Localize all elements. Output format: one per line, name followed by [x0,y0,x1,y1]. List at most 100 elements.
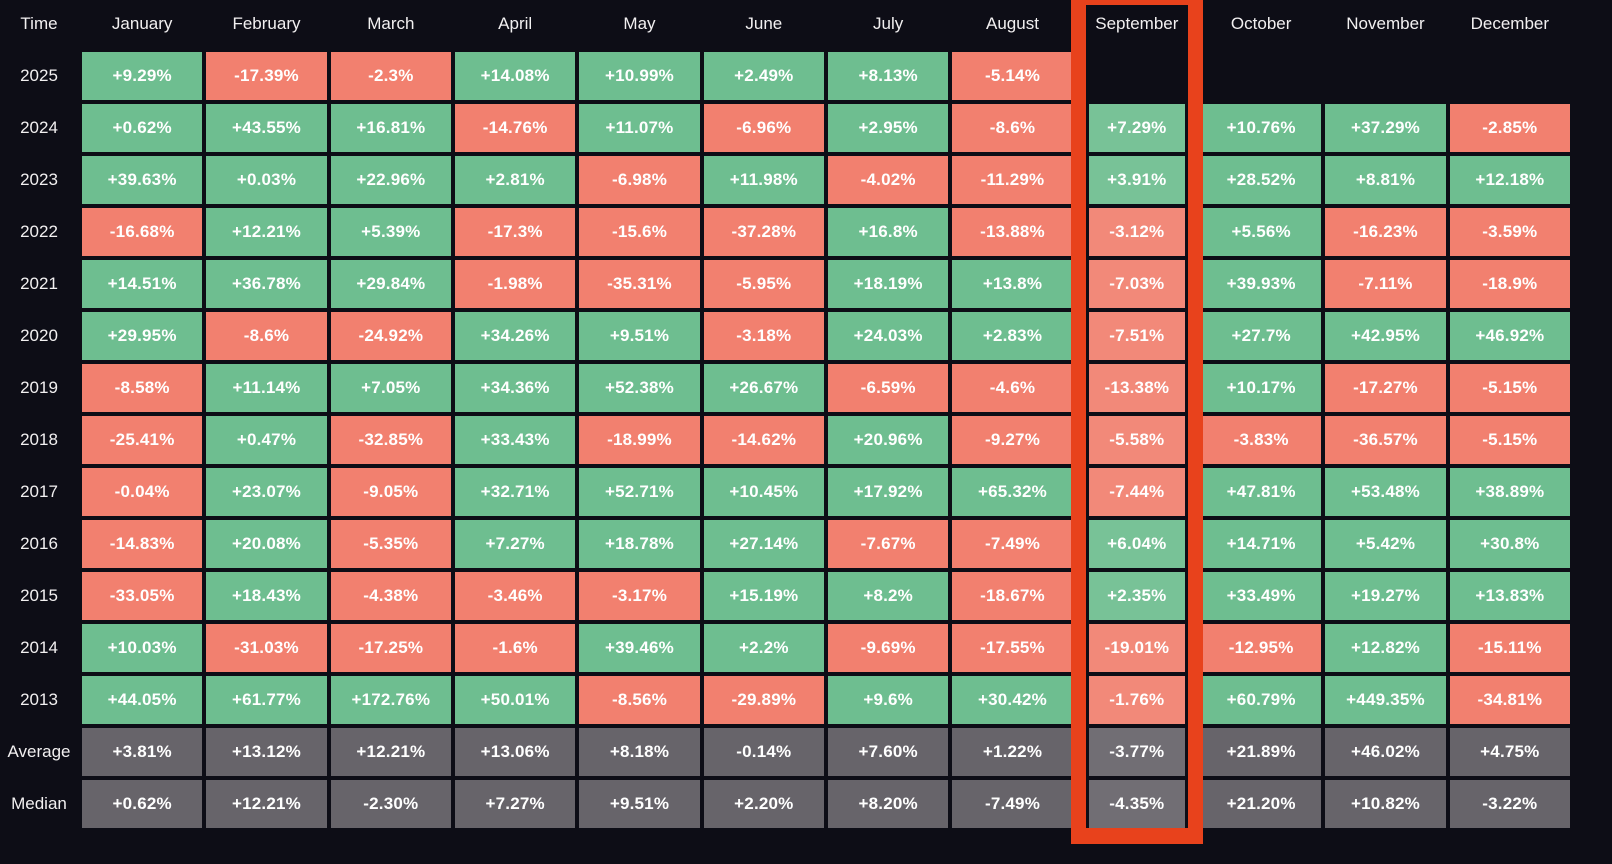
return-cell: -5.95% [703,260,824,308]
return-cell: +11.98% [703,156,824,204]
return-cell: -0.04% [82,468,203,516]
return-cell: +11.14% [206,364,327,412]
return-cell: +0.47% [206,416,327,464]
return-cell: +5.56% [1201,208,1322,256]
return-cell: -17.27% [1325,364,1446,412]
return-cell: +36.78% [206,260,327,308]
return-cell: +8.18% [579,728,700,776]
return-cell: +9.51% [579,780,700,828]
row-label-2016: 2016 [20,534,58,553]
return-cell: +7.27% [455,780,576,828]
return-cell: +50.01% [455,676,576,724]
row-label-2013: 2013 [20,690,58,709]
return-cell: -8.58% [82,364,203,412]
return-cell: +39.63% [82,156,203,204]
return-cell: +52.71% [579,468,700,516]
return-cell: -2.85% [1449,104,1570,152]
return-cell: -5.15% [1449,416,1570,464]
return-cell: -12.95% [1201,624,1322,672]
return-cell: -8.6% [952,104,1073,152]
return-cell: +8.2% [828,572,949,620]
return-cell: +28.52% [1201,156,1322,204]
return-cell: +2.2% [703,624,824,672]
return-cell: -9.27% [952,416,1073,464]
returns-table: Time January February March April May June July… [7,14,1570,828]
month-header-june: June [745,14,783,33]
return-cell: -37.28% [703,208,824,256]
row-label-2021: 2021 [20,274,58,293]
row-label-median: Median [11,794,67,813]
month-header-january: January [111,14,173,33]
month-header-february: February [232,14,301,33]
return-cell: -5.35% [330,520,451,568]
return-cell: +3.81% [82,728,203,776]
return-cell: +18.43% [206,572,327,620]
return-cell: +39.93% [1201,260,1322,308]
month-header-march: March [367,14,415,33]
return-cell: +23.07% [206,468,327,516]
return-cell: +32.71% [455,468,576,516]
row-label-2019: 2019 [20,378,58,397]
return-cell: -17.25% [330,624,451,672]
return-cell: -2.30% [330,780,451,828]
row-label-2020: 2020 [20,326,58,345]
return-cell: +2.20% [703,780,824,828]
return-cell: +7.60% [828,728,949,776]
return-cell: -19.01% [1088,624,1185,672]
return-cell: +10.76% [1201,104,1322,152]
month-header-april: April [498,14,533,33]
return-cell: -8.6% [206,312,327,360]
return-cell: +2.35% [1088,572,1185,620]
return-cell: -18.9% [1449,260,1570,308]
return-cell: +8.20% [828,780,949,828]
empty-cell [1325,52,1445,100]
return-cell: +27.14% [703,520,824,568]
return-cell: +0.62% [82,780,203,828]
return-cell: -7.03% [1088,260,1185,308]
return-cell: +42.95% [1325,312,1446,360]
return-cell: -7.49% [952,780,1073,828]
return-cell: +15.19% [703,572,824,620]
return-cell: +34.26% [455,312,576,360]
return-cell: -9.05% [330,468,451,516]
return-cell: +13.06% [455,728,576,776]
row-label-2025: 2025 [20,66,58,85]
return-cell: -15.11% [1449,624,1570,672]
return-cell: -2.3% [330,52,451,100]
month-header-august: August [986,14,1039,33]
return-cell: +14.08% [455,52,576,100]
return-cell: -3.46% [455,572,576,620]
return-cell: -7.44% [1088,468,1185,516]
return-cell: +19.27% [1325,572,1446,620]
return-cell: +21.20% [1201,780,1322,828]
month-header-december: December [1470,14,1550,33]
month-header-may: May [623,14,656,33]
month-header-october: October [1230,14,1292,33]
return-cell: +3.91% [1088,156,1185,204]
return-cell: +10.03% [82,624,203,672]
return-cell: -18.99% [579,416,700,464]
return-cell: +30.42% [952,676,1073,724]
return-cell: +8.13% [828,52,949,100]
row-label-2018: 2018 [20,430,58,449]
return-cell: -36.57% [1325,416,1446,464]
return-cell: -33.05% [82,572,203,620]
row-label-2015: 2015 [20,586,58,605]
return-cell: +46.02% [1325,728,1446,776]
return-cell: -17.55% [952,624,1073,672]
return-cell: +2.95% [828,104,949,152]
return-cell: -6.98% [579,156,700,204]
return-cell: -3.17% [579,572,700,620]
month-header-november: November [1346,14,1425,33]
return-cell: +60.79% [1201,676,1322,724]
return-cell: -1.76% [1088,676,1185,724]
empty-cell [1089,52,1185,100]
return-cell: +18.19% [828,260,949,308]
return-cell: -13.38% [1088,364,1185,412]
return-cell: -32.85% [330,416,451,464]
return-cell: +10.82% [1325,780,1446,828]
return-cell: +172.76% [330,676,451,724]
return-cell: +14.51% [82,260,203,308]
return-cell: +7.29% [1088,104,1185,152]
return-cell: -34.81% [1449,676,1570,724]
